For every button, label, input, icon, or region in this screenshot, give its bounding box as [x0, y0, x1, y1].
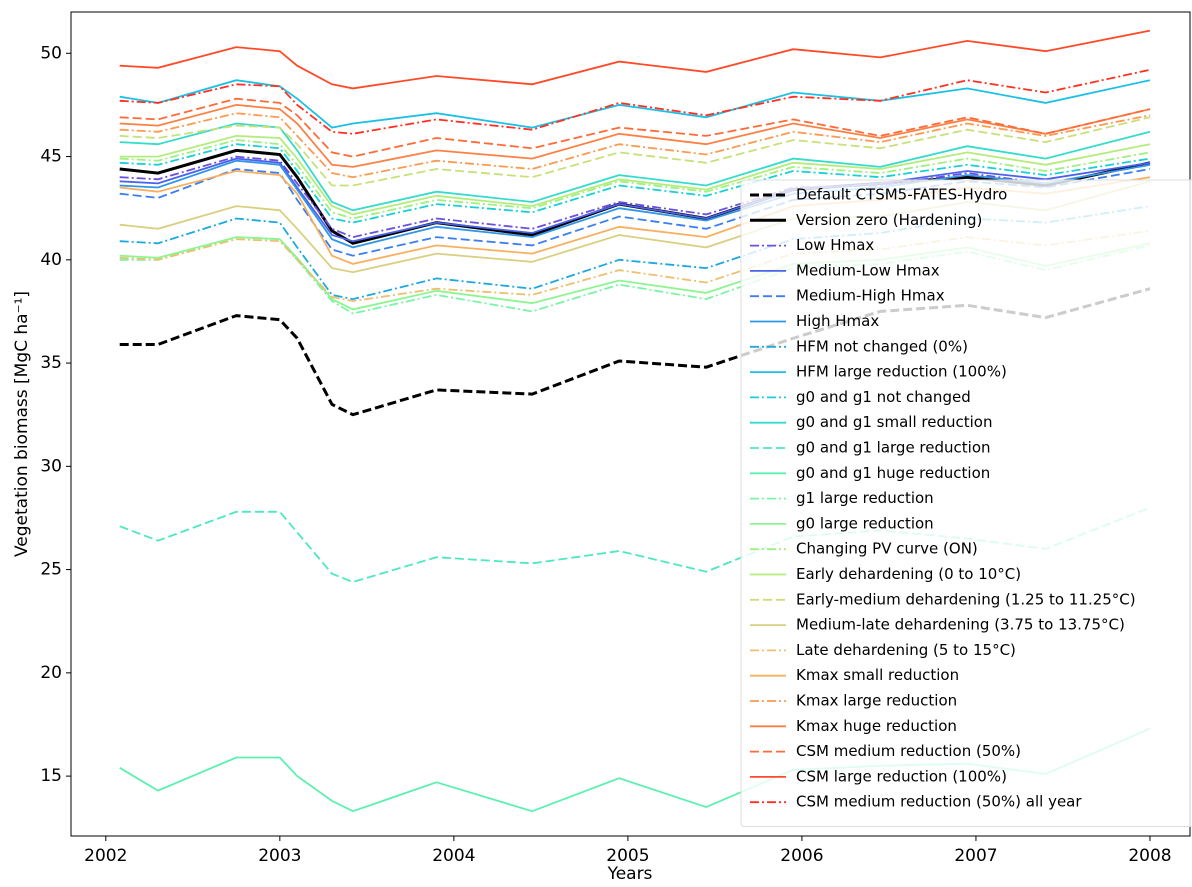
y-tick-label: 40 [40, 250, 62, 270]
y-tick-label: 25 [40, 560, 62, 580]
series-line [119, 116, 1151, 187]
legend-label: HFM large reduction (100%) [796, 363, 1007, 381]
legend-label: Medium-High Hmax [796, 287, 945, 305]
legend-label: Version zero (Hardening) [796, 211, 982, 229]
legend-label: g1 large reduction [796, 489, 934, 507]
legend-label: Early dehardening (0 to 10°C) [796, 565, 1021, 583]
y-tick-label: 50 [40, 43, 62, 63]
legend-label: CSM medium reduction (50%) all year [796, 793, 1082, 811]
y-axis-label: Vegetation biomass [MgC ha⁻¹] [12, 291, 32, 557]
series-line [119, 205, 1151, 301]
series-line [119, 97, 1151, 158]
series-line [119, 506, 1151, 583]
series-line [119, 112, 1151, 179]
series-line [119, 155, 1151, 239]
legend-label: g0 and g1 large reduction [796, 439, 991, 457]
legend-label: g0 large reduction [796, 514, 934, 532]
x-axis-label: Years [607, 864, 653, 884]
series-line [119, 139, 1151, 220]
x-tick-label: 2007 [954, 846, 997, 866]
y-tick-label: 45 [40, 147, 62, 167]
legend-label: g0 and g1 huge reduction [796, 464, 990, 482]
y-tick-label: 30 [40, 456, 62, 476]
legend-label: CSM large reduction (100%) [796, 767, 1007, 785]
legend-label: Kmax huge reduction [796, 717, 957, 735]
legend-label: Kmax large reduction [796, 692, 957, 710]
series-line [119, 230, 1151, 303]
series-line [119, 68, 1151, 135]
x-tick-label: 2005 [606, 846, 649, 866]
legend-label: Medium-late dehardening (3.75 to 13.75°C… [796, 616, 1125, 634]
series-line [119, 134, 1151, 216]
legend-box [740, 179, 1192, 827]
legend-label: Low Hmax [796, 236, 874, 254]
legend-label: Default CTSM5-FATES-Hydro [796, 186, 1007, 204]
x-tick-label: 2008 [1128, 846, 1171, 866]
x-tick-label: 2003 [258, 846, 301, 866]
legend-label: Early-medium dehardening (1.25 to 11.25°… [796, 590, 1136, 608]
legend: Default CTSM5-FATES-Hydro Version zero (H… [740, 179, 1192, 827]
series-line [119, 122, 1151, 212]
series-line [119, 29, 1151, 90]
legend-label: Late dehardening (5 to 15°C) [796, 641, 1016, 659]
y-tick-label: 20 [40, 663, 62, 683]
legend-label: Kmax small reduction [796, 666, 959, 684]
legend-label: HFM not changed (0%) [796, 337, 968, 355]
legend-label: Changing PV curve (ON) [796, 540, 978, 558]
legend-label: Medium-Low Hmax [796, 261, 940, 279]
y-tick-label: 35 [40, 353, 62, 373]
series-line [119, 103, 1151, 168]
x-tick-label: 2006 [780, 846, 823, 866]
x-tick-label: 2004 [432, 846, 475, 866]
y-tick-label: 15 [40, 766, 62, 786]
legend-label: CSM medium reduction (50%) [796, 742, 1021, 760]
legend-label: g0 and g1 small reduction [796, 413, 992, 431]
series-line [119, 143, 1151, 224]
x-tick-label: 2002 [84, 846, 127, 866]
legend-label: High Hmax [796, 312, 879, 330]
legend-label: g0 and g1 not changed [796, 388, 971, 406]
series-line [119, 157, 1151, 243]
series-line [119, 79, 1151, 129]
